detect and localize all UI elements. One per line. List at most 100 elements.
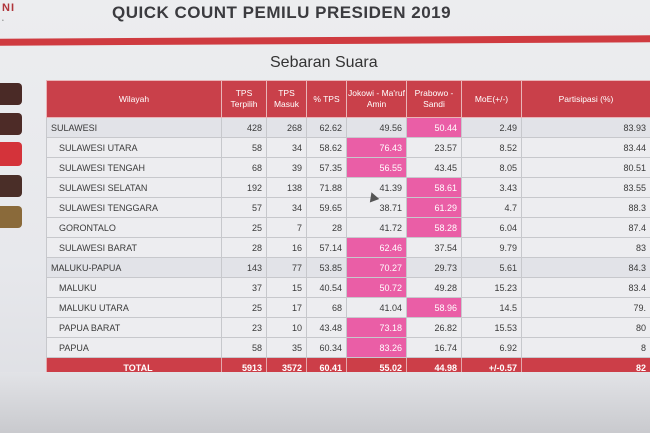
cell-moe: 3.43 bbox=[461, 177, 522, 198]
cell-wilayah: SULAWESI bbox=[46, 117, 222, 138]
sidebar-button-2[interactable] bbox=[0, 113, 22, 135]
cell-pct-tps: 71.88 bbox=[306, 177, 347, 198]
cell-moe: 15.23 bbox=[461, 277, 522, 298]
cell-pct-tps: 58.62 bbox=[306, 137, 347, 158]
column-header-tps-terpilih[interactable]: TPS Terpilih bbox=[221, 80, 267, 118]
cell-partisipasi: 83.44 bbox=[521, 137, 650, 158]
cell-tps-terpilih: 37 bbox=[221, 277, 267, 298]
column-header-partisipasi[interactable]: Partisipasi (%) bbox=[521, 80, 650, 118]
table-row[interactable]: GORONTALO 25 7 28 41.72 58.28 6.04 87.4 bbox=[46, 217, 650, 238]
cell-wilayah: GORONTALO bbox=[46, 217, 222, 238]
cell-partisipasi: 83.93 bbox=[521, 117, 650, 138]
cell-wilayah: SULAWESI BARAT bbox=[46, 237, 222, 258]
cell-partisipasi: 87.4 bbox=[521, 217, 650, 238]
cell-prabowo: 58.96 bbox=[406, 297, 462, 318]
cell-pct-tps: 28 bbox=[306, 217, 347, 238]
cell-tps-terpilih: 28 bbox=[221, 237, 267, 258]
header-divider bbox=[0, 35, 650, 46]
cell-moe: 8.52 bbox=[461, 137, 522, 158]
cell-partisipasi: 83.4 bbox=[521, 277, 650, 298]
logo: NI bbox=[2, 2, 15, 14]
cell-pct-tps: 68 bbox=[306, 297, 347, 318]
table-row[interactable]: SULAWESI SELATAN 192 138 71.88 41.39 58.61 3.4… bbox=[46, 177, 650, 198]
cell-tps-masuk: 10 bbox=[266, 317, 307, 338]
cell-wilayah: SULAWESI TENGGARA bbox=[46, 197, 222, 218]
table-row[interactable]: SULAWESI TENGAH 68 39 57.35 56.55 43.45 8.05 80… bbox=[46, 157, 650, 178]
sidebar-button-active[interactable] bbox=[0, 142, 22, 166]
column-header-wilayah[interactable]: Wilayah bbox=[46, 80, 222, 118]
column-header-tps-masuk[interactable]: TPS Masuk bbox=[266, 80, 307, 118]
cell-prabowo: 23.57 bbox=[406, 137, 462, 158]
column-header-jokowi[interactable]: Jokowi - Ma'ruf Amin bbox=[346, 80, 407, 118]
table-row[interactable]: SULAWESI UTARA 58 34 58.62 76.43 23.57 8.52 83.… bbox=[46, 137, 650, 158]
screen-bottom-area bbox=[0, 372, 650, 433]
logo-subtext: • bbox=[2, 18, 4, 24]
cell-partisipasi: 83.55 bbox=[521, 177, 650, 198]
cell-partisipasi: 83 bbox=[521, 237, 650, 258]
cell-prabowo: 43.45 bbox=[406, 157, 462, 178]
cell-moe: 9.79 bbox=[461, 237, 522, 258]
cell-prabowo: 49.28 bbox=[406, 277, 462, 298]
table-header-row: Wilayah TPS Terpilih TPS Masuk % TPS Jok… bbox=[46, 80, 650, 118]
cell-wilayah: MALUKU UTARA bbox=[46, 297, 222, 318]
table-row[interactable]: MALUKU 37 15 40.54 50.72 49.28 15.23 83.4 bbox=[46, 277, 650, 298]
cell-moe: 6.92 bbox=[461, 337, 522, 358]
cell-pct-tps: 43.48 bbox=[306, 317, 347, 338]
region-row[interactable]: SULAWESI 428 268 62.62 49.56 50.44 2.49 83.93 bbox=[46, 117, 650, 138]
column-header-pct-tps[interactable]: % TPS bbox=[306, 80, 347, 118]
vote-distribution-table: Wilayah TPS Terpilih TPS Masuk % TPS Jok… bbox=[46, 80, 650, 379]
cell-tps-terpilih: 143 bbox=[221, 257, 267, 278]
cell-jokowi: 49.56 bbox=[346, 117, 407, 138]
table-row[interactable]: SULAWESI TENGGARA 57 34 59.65 38.71 61.29 4.7 8… bbox=[46, 197, 650, 218]
cell-pct-tps: 60.34 bbox=[306, 337, 347, 358]
cell-jokowi: 41.39 bbox=[346, 177, 407, 198]
cell-jokowi: 76.43 bbox=[346, 137, 407, 158]
cell-prabowo: 58.28 bbox=[406, 217, 462, 238]
cell-jokowi: 73.18 bbox=[346, 317, 407, 338]
cell-tps-masuk: 138 bbox=[266, 177, 307, 198]
cell-tps-terpilih: 25 bbox=[221, 217, 267, 238]
cell-partisipasi: 79. bbox=[521, 297, 650, 318]
region-row[interactable]: MALUKU-PAPUA 143 77 53.85 70.27 29.73 5.61 84.3 bbox=[46, 257, 650, 278]
cell-pct-tps: 53.85 bbox=[306, 257, 347, 278]
cell-tps-terpilih: 57 bbox=[221, 197, 267, 218]
cell-tps-masuk: 34 bbox=[266, 197, 307, 218]
cell-prabowo: 29.73 bbox=[406, 257, 462, 278]
cell-jokowi: 83.26 bbox=[346, 337, 407, 358]
cell-prabowo: 61.29 bbox=[406, 197, 462, 218]
cell-tps-terpilih: 58 bbox=[221, 337, 267, 358]
cell-partisipasi: 80 bbox=[521, 317, 650, 338]
section-title: Sebaran Suara bbox=[270, 54, 378, 71]
column-header-moe[interactable]: MoE(+/-) bbox=[461, 80, 522, 118]
cell-wilayah: MALUKU-PAPUA bbox=[46, 257, 222, 278]
table-row[interactable]: PAPUA 58 35 60.34 83.26 16.74 6.92 8 bbox=[46, 337, 650, 358]
cell-tps-masuk: 34 bbox=[266, 137, 307, 158]
cell-moe: 2.49 bbox=[461, 117, 522, 138]
cell-tps-terpilih: 192 bbox=[221, 177, 267, 198]
cell-moe: 14.5 bbox=[461, 297, 522, 318]
table-row[interactable]: MALUKU UTARA 25 17 68 41.04 58.96 14.5 79. bbox=[46, 297, 650, 318]
sidebar-button-1[interactable] bbox=[0, 83, 22, 105]
sidebar-button-5[interactable] bbox=[0, 206, 22, 228]
table-row[interactable]: SULAWESI BARAT 28 16 57.14 62.46 37.54 9.79 83 bbox=[46, 237, 650, 258]
cell-jokowi: 38.71 bbox=[346, 197, 407, 218]
cell-jokowi: 62.46 bbox=[346, 237, 407, 258]
cell-tps-masuk: 16 bbox=[266, 237, 307, 258]
sidebar-button-4[interactable] bbox=[0, 175, 22, 197]
table-row[interactable]: PAPUA BARAT 23 10 43.48 73.18 26.82 15.53 80 bbox=[46, 317, 650, 338]
cell-pct-tps: 59.65 bbox=[306, 197, 347, 218]
cell-wilayah: PAPUA bbox=[46, 337, 222, 358]
cell-tps-terpilih: 23 bbox=[221, 317, 267, 338]
cell-partisipasi: 88.3 bbox=[521, 197, 650, 218]
cell-wilayah: PAPUA BARAT bbox=[46, 317, 222, 338]
cell-partisipasi: 8 bbox=[521, 337, 650, 358]
cell-prabowo: 26.82 bbox=[406, 317, 462, 338]
cell-partisipasi: 84.3 bbox=[521, 257, 650, 278]
cell-wilayah: MALUKU bbox=[46, 277, 222, 298]
cell-prabowo: 58.61 bbox=[406, 177, 462, 198]
cell-pct-tps: 62.62 bbox=[306, 117, 347, 138]
cell-wilayah: SULAWESI TENGAH bbox=[46, 157, 222, 178]
column-header-prabowo[interactable]: Prabowo - Sandi bbox=[406, 80, 462, 118]
cell-tps-terpilih: 58 bbox=[221, 137, 267, 158]
